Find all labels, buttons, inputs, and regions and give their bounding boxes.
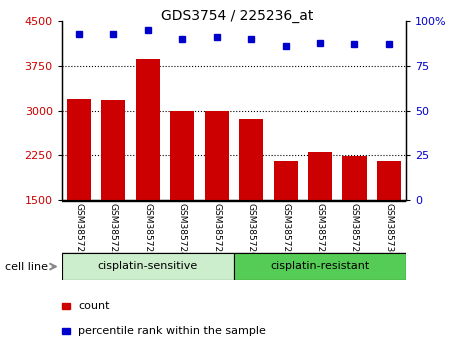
Bar — [62, 303, 70, 309]
Text: GSM385730: GSM385730 — [384, 203, 393, 258]
Text: count: count — [78, 301, 110, 311]
Bar — [170, 111, 194, 200]
Bar — [308, 152, 332, 200]
Text: GSM385727: GSM385727 — [281, 203, 290, 258]
Text: GSM385722: GSM385722 — [109, 203, 118, 258]
Bar — [67, 99, 91, 200]
Bar — [274, 161, 298, 200]
Text: GSM385729: GSM385729 — [350, 203, 359, 258]
Text: GSM385728: GSM385728 — [315, 203, 324, 258]
Bar — [101, 101, 125, 200]
Bar — [62, 253, 234, 280]
Bar — [342, 156, 367, 200]
Text: GSM385724: GSM385724 — [178, 203, 187, 258]
Text: cisplatin-sensitive: cisplatin-sensitive — [98, 261, 198, 272]
Text: GSM385723: GSM385723 — [143, 203, 152, 258]
Text: GSM385726: GSM385726 — [247, 203, 256, 258]
Bar — [239, 119, 263, 200]
Bar — [136, 59, 160, 200]
Text: GDS3754 / 225236_at: GDS3754 / 225236_at — [162, 9, 314, 23]
Text: GSM385725: GSM385725 — [212, 203, 221, 258]
Text: cisplatin-resistant: cisplatin-resistant — [270, 261, 370, 272]
Text: percentile rank within the sample: percentile rank within the sample — [78, 326, 266, 336]
Bar — [234, 253, 406, 280]
Bar — [205, 111, 229, 200]
Text: GSM385721: GSM385721 — [75, 203, 84, 258]
Bar — [62, 328, 70, 334]
Text: cell line: cell line — [5, 262, 48, 272]
Bar — [377, 161, 401, 200]
